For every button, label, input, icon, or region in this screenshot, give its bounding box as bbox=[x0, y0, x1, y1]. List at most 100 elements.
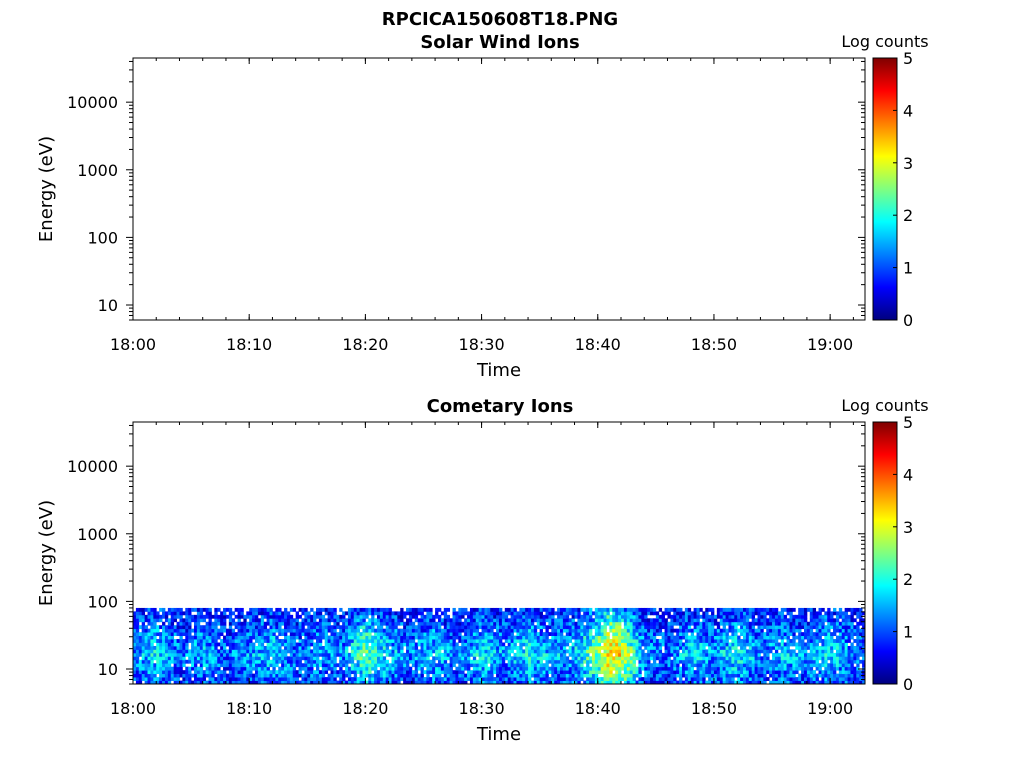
heatmap-cell bbox=[731, 611, 735, 616]
heatmap-cell bbox=[365, 635, 369, 640]
heatmap-cell bbox=[464, 649, 468, 654]
heatmap-cell bbox=[702, 642, 706, 647]
heatmap-cell bbox=[603, 656, 607, 661]
heatmap-cell bbox=[702, 645, 706, 650]
heatmap-cell bbox=[650, 645, 654, 650]
heatmap-cell bbox=[339, 639, 343, 643]
heatmap-cell bbox=[432, 618, 436, 623]
heatmap-cell bbox=[713, 635, 718, 640]
heatmap-cell bbox=[519, 649, 523, 654]
heatmap-cell bbox=[382, 673, 387, 678]
heatmap-cell bbox=[159, 642, 163, 647]
heatmap-cell bbox=[594, 611, 599, 616]
heatmap-cell bbox=[603, 628, 607, 633]
heatmap-cell bbox=[751, 652, 756, 657]
heatmap-cell bbox=[705, 614, 709, 619]
heatmap-cell bbox=[342, 635, 346, 640]
heatmap-cell bbox=[196, 677, 201, 681]
heatmap-cell bbox=[682, 663, 686, 668]
heatmap-cell bbox=[806, 635, 811, 640]
heatmap-cell bbox=[551, 618, 555, 623]
heatmap-cell bbox=[472, 628, 477, 633]
heatmap-cell bbox=[748, 639, 753, 643]
heatmap-cell bbox=[766, 611, 770, 616]
heatmap-cell bbox=[257, 649, 262, 654]
heatmap-cell bbox=[496, 639, 500, 643]
heatmap-cell bbox=[525, 639, 529, 643]
heatmap-cell bbox=[237, 618, 241, 623]
heatmap-cell bbox=[589, 673, 593, 678]
heatmap-cell bbox=[806, 656, 811, 661]
heatmap-cell bbox=[321, 635, 326, 640]
heatmap-cell bbox=[374, 680, 378, 684]
heatmap-cell bbox=[618, 621, 622, 626]
heatmap-cell bbox=[650, 649, 654, 654]
heatmap-cell bbox=[345, 625, 349, 630]
heatmap-cell bbox=[679, 670, 683, 675]
heatmap-cell bbox=[551, 642, 555, 647]
heatmap-cell bbox=[237, 639, 241, 643]
heatmap-cell bbox=[705, 670, 709, 675]
heatmap-cell bbox=[420, 673, 424, 678]
heatmap-cell bbox=[438, 656, 442, 661]
heatmap-cell bbox=[284, 628, 288, 633]
heatmap-cell bbox=[737, 670, 741, 675]
heatmap-cell bbox=[292, 621, 297, 626]
heatmap-cell bbox=[676, 642, 680, 647]
heatmap-cell bbox=[368, 625, 372, 630]
heatmap-cell bbox=[286, 656, 291, 661]
heatmap-cell bbox=[769, 666, 773, 671]
heatmap-cell bbox=[638, 645, 642, 650]
heatmap-cell bbox=[281, 632, 285, 636]
heatmap-cell bbox=[359, 656, 363, 661]
heatmap-cell bbox=[356, 639, 360, 643]
heatmap-cell bbox=[469, 621, 474, 626]
heatmap-cell bbox=[743, 666, 747, 671]
heatmap-cell bbox=[173, 632, 177, 636]
heatmap-cell bbox=[400, 645, 404, 650]
heatmap-cell bbox=[333, 632, 337, 636]
heatmap-cell bbox=[475, 614, 480, 619]
heatmap-cell bbox=[571, 677, 575, 681]
heatmap-cell bbox=[240, 625, 244, 630]
heatmap-cell bbox=[284, 673, 288, 678]
heatmap-cell bbox=[638, 677, 642, 681]
heatmap-cell bbox=[292, 652, 297, 657]
heatmap-cell bbox=[240, 642, 244, 647]
heatmap-cell bbox=[777, 618, 782, 623]
heatmap-cell bbox=[661, 680, 665, 684]
heatmap-cell bbox=[774, 621, 779, 626]
heatmap-cell bbox=[786, 656, 790, 661]
heatmap-cell bbox=[696, 649, 700, 654]
heatmap-cell bbox=[260, 639, 265, 643]
heatmap-cell bbox=[257, 625, 262, 630]
heatmap-cell bbox=[342, 649, 346, 654]
heatmap-cell bbox=[208, 663, 212, 668]
heatmap-cell bbox=[263, 656, 268, 661]
heatmap-cell bbox=[615, 666, 619, 671]
heatmap-cell bbox=[789, 659, 793, 664]
heatmap-cell bbox=[812, 621, 817, 626]
heatmap-cell bbox=[321, 621, 326, 626]
heatmap-cell bbox=[522, 670, 526, 675]
heatmap-cell bbox=[429, 607, 433, 612]
heatmap-cell bbox=[467, 666, 471, 671]
heatmap-cell bbox=[513, 645, 517, 650]
heatmap-cell bbox=[391, 625, 395, 630]
heatmap-cell bbox=[406, 659, 410, 664]
heatmap-cell bbox=[815, 628, 819, 633]
heatmap-cell bbox=[411, 632, 416, 636]
heatmap-cell bbox=[722, 632, 726, 636]
heatmap-cell bbox=[780, 677, 785, 681]
heatmap-cell bbox=[252, 649, 256, 654]
heatmap-cell bbox=[472, 659, 477, 664]
heatmap-cell bbox=[295, 680, 299, 684]
heatmap-cell bbox=[231, 621, 236, 626]
heatmap-cell bbox=[188, 639, 192, 643]
heatmap-cell bbox=[504, 611, 509, 616]
heatmap-cell bbox=[461, 611, 465, 616]
heatmap-cell bbox=[594, 607, 599, 612]
heatmap-cell bbox=[316, 621, 320, 626]
heatmap-cell bbox=[716, 642, 721, 647]
heatmap-cell bbox=[173, 659, 177, 664]
